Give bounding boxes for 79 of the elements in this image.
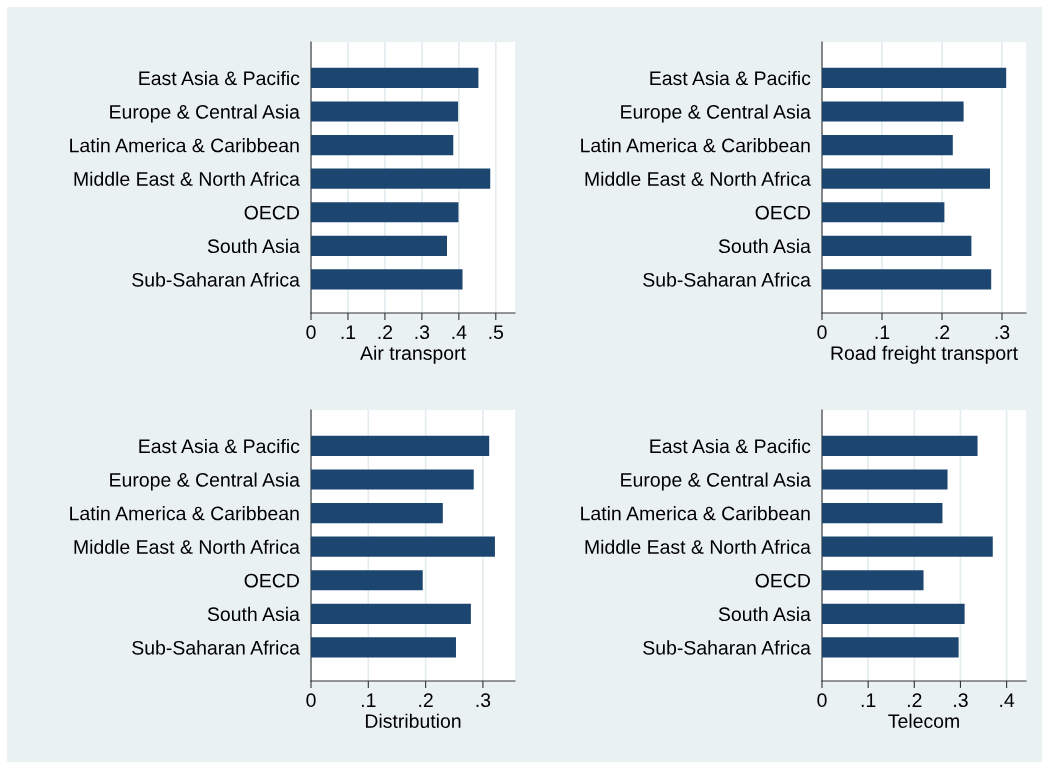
x-axis-title: Road freight transport [831,345,1018,364]
y-tick-label: East Asia & Pacific [650,438,811,454]
x-tick-label: .3 [954,693,968,708]
y-tick-label: Sub-Saharan Africa [132,640,300,655]
y-tick-label: Middle East & North Africa [74,539,300,554]
x-tick-label: .3 [415,325,430,340]
y-tick-label: Sub-Saharan Africa [643,272,811,287]
bar [822,269,992,290]
x-tick-label: 0 [306,693,316,708]
x-tick-label: .4 [452,325,467,339]
y-tick-label: Latin America & Caribbean [70,138,299,153]
bar [822,135,953,156]
x-tick-label: .1 [861,693,876,707]
y-tick-label: OECD [244,205,299,220]
y-tick-label: East Asia & Pacific [650,70,811,86]
bar [822,435,978,457]
x-axis-title: Distribution [365,713,461,728]
y-tick-label: Europe & Central Asia [621,104,811,123]
x-tick-label: .1 [875,325,890,339]
y-tick-label: South Asia [207,606,300,622]
y-tick-label: Sub-Saharan Africa [643,640,811,655]
bar [822,637,959,658]
bar [822,603,965,624]
bar [822,536,993,557]
y-tick-label: East Asia & Pacific [139,70,300,86]
y-tick-label: OECD [755,205,810,220]
x-tick-label: .5 [489,325,504,340]
x-axis-title: Telecom [888,713,959,728]
bar [822,503,943,524]
x-tick-label: 0 [306,325,316,340]
y-tick-label: South Asia [718,238,811,254]
x-tick-label: .3 [995,325,1010,340]
y-tick-label: South Asia [207,238,300,254]
bar [822,67,1007,89]
bar [311,536,495,557]
x-tick-label: .3 [476,693,491,708]
y-tick-label: Middle East & North Africa [585,539,811,554]
bar [822,469,948,490]
x-tick-label: .1 [361,693,376,707]
bar [311,435,490,457]
bar [822,235,972,256]
x-tick-label: 0 [817,693,827,708]
bar [311,235,447,256]
y-tick-label: Latin America & Caribbean [581,506,810,521]
bar [822,101,964,122]
x-tick-label: .2 [378,325,393,339]
y-tick-label: OECD [244,573,299,588]
bar [822,570,924,591]
bar [311,469,474,490]
x-tick-label: .1 [341,325,356,339]
x-tick-label: 0 [817,325,827,340]
x-axis-title: Air transport [360,345,466,364]
bar [311,637,456,658]
y-tick-label: Sub-Saharan Africa [132,272,300,287]
bar [311,603,471,624]
bar [822,168,990,189]
y-tick-label: Middle East & North Africa [74,171,300,186]
bar [311,202,459,223]
bar [311,269,463,290]
bar [311,135,454,156]
y-tick-label: Europe & Central Asia [110,472,300,491]
bar [822,202,945,223]
bar [311,503,443,524]
bar [311,67,479,89]
x-tick-label: .2 [935,325,950,339]
y-tick-label: OECD [755,573,810,588]
y-tick-label: Latin America & Caribbean [581,138,810,153]
bar [311,570,423,591]
x-tick-label: .2 [419,693,433,707]
y-tick-label: South Asia [718,606,811,622]
bar [311,101,459,122]
y-tick-label: Latin America & Caribbean [70,506,299,521]
y-tick-label: Middle East & North Africa [585,171,811,186]
x-tick-label: .2 [907,693,922,707]
y-tick-label: Europe & Central Asia [110,104,300,123]
bar [311,168,491,189]
x-tick-label: .4 [1000,693,1015,707]
y-tick-label: East Asia & Pacific [139,438,300,454]
y-tick-label: Europe & Central Asia [621,472,811,491]
